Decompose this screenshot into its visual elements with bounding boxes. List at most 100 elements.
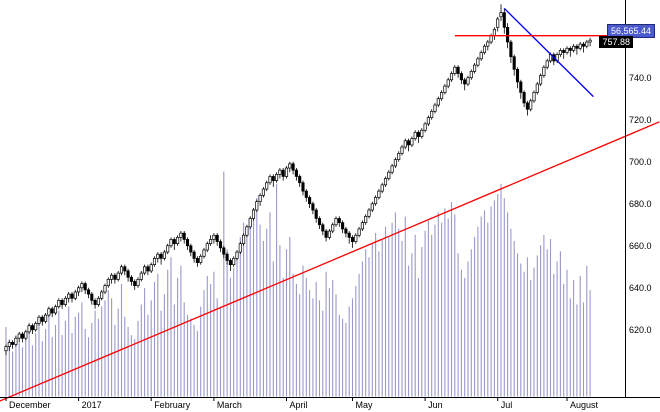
candle-body — [44, 314, 48, 322]
price-tick-label: 700.0 — [629, 156, 652, 167]
candle-body — [288, 163, 292, 169]
uptrend-line[interactable] — [0, 121, 660, 402]
candle-body — [558, 50, 562, 55]
candle-body — [159, 253, 163, 259]
candle-body — [248, 218, 252, 228]
candle-body — [162, 251, 166, 259]
candle-body — [11, 342, 15, 345]
candle-body — [370, 203, 374, 211]
candle-body — [47, 308, 51, 316]
candle-body — [350, 237, 355, 242]
month-label: March — [216, 400, 242, 410]
candle-body — [106, 279, 110, 287]
candle-body — [156, 253, 160, 259]
candle-body — [294, 169, 298, 177]
candle-body — [205, 243, 209, 251]
candle-body — [397, 152, 401, 160]
month-label: August — [570, 400, 599, 410]
candle-body — [502, 12, 506, 28]
candle-body — [509, 41, 513, 58]
candle-body — [331, 224, 335, 232]
candle-body — [209, 239, 213, 245]
candle-body — [232, 258, 236, 266]
candle-body — [143, 266, 147, 274]
candle-body — [103, 285, 107, 293]
candle-body — [469, 71, 473, 79]
downtrend-line[interactable] — [503, 7, 594, 98]
candle-body — [139, 272, 143, 280]
candle-body — [110, 274, 114, 280]
candle-body — [129, 276, 133, 282]
candle-body — [420, 129, 424, 137]
price-tick-label: 640.0 — [629, 282, 652, 293]
candle-body — [100, 291, 104, 299]
candle-body — [4, 346, 8, 352]
candle-body — [268, 176, 272, 184]
candle-body — [410, 138, 414, 146]
candle-body — [489, 35, 493, 43]
month-label: February — [154, 400, 191, 410]
candle-body — [443, 85, 447, 93]
candle-body — [423, 123, 427, 131]
candle-body — [585, 41, 589, 47]
candle-body — [407, 140, 411, 146]
candle-body — [70, 293, 74, 299]
candle-body — [235, 251, 239, 259]
candle-body — [575, 45, 579, 49]
candle-body — [578, 43, 582, 49]
candle-body — [73, 291, 77, 299]
candle-body — [529, 100, 533, 110]
candle-body — [413, 131, 417, 139]
candle-body — [80, 283, 84, 289]
candle-body — [317, 218, 322, 226]
candle-body — [136, 279, 140, 287]
candle-body — [337, 218, 341, 224]
candle-body — [291, 163, 295, 171]
candle-body — [486, 41, 490, 47]
candle-body — [57, 300, 61, 308]
candle-body — [562, 50, 566, 53]
candle-body — [215, 234, 219, 242]
candle-body — [192, 251, 196, 259]
candle-body — [146, 266, 150, 272]
candle-body — [281, 169, 285, 177]
candle-body — [20, 333, 25, 339]
candle-body — [149, 264, 153, 272]
candle-body — [77, 287, 81, 293]
candle-body — [581, 43, 586, 47]
candle-body — [565, 47, 569, 53]
candle-body — [545, 60, 549, 68]
candle-body — [7, 342, 11, 347]
candle-body — [222, 247, 226, 255]
candle-body — [374, 197, 378, 205]
candle-body — [314, 209, 318, 219]
candle-body — [446, 79, 450, 87]
candle-body — [126, 270, 130, 278]
candle-body — [278, 169, 282, 175]
candle-body — [172, 239, 176, 245]
candle-body — [479, 52, 483, 60]
candle-body — [512, 56, 516, 70]
candle-body — [83, 283, 87, 291]
candle-body — [542, 66, 546, 76]
candle-body — [466, 77, 470, 85]
candle-body — [67, 293, 71, 299]
candle-body — [284, 167, 289, 177]
candle-body — [242, 234, 246, 245]
month-label: December — [9, 400, 51, 410]
candle-body — [426, 117, 430, 125]
candle-body — [324, 230, 328, 238]
month-label: Jun — [428, 400, 443, 410]
candle-body — [357, 228, 361, 236]
candle-body — [515, 68, 520, 83]
candle-body — [265, 182, 269, 190]
candle-body — [519, 81, 523, 93]
candle-body — [50, 308, 54, 314]
candle-body — [30, 325, 34, 331]
candle-body — [311, 203, 315, 211]
candle-body — [436, 98, 440, 106]
candle-body — [179, 232, 183, 238]
price-tick-label: 740.0 — [629, 72, 652, 83]
